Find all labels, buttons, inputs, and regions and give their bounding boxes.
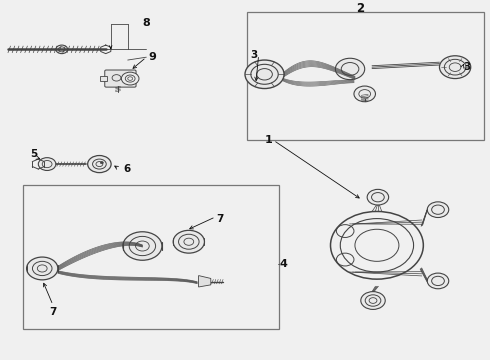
FancyBboxPatch shape — [105, 70, 136, 87]
Circle shape — [440, 56, 471, 78]
Circle shape — [245, 60, 284, 89]
Text: 4: 4 — [279, 259, 287, 269]
Text: 3: 3 — [464, 62, 471, 72]
Circle shape — [427, 273, 449, 289]
Text: 8: 8 — [143, 18, 150, 28]
Text: 2: 2 — [356, 2, 364, 15]
Text: 1: 1 — [265, 135, 272, 145]
Bar — [23, 185, 279, 329]
Circle shape — [122, 72, 139, 85]
Circle shape — [367, 189, 389, 205]
Text: 3: 3 — [250, 50, 257, 60]
Circle shape — [361, 292, 385, 310]
Text: 9: 9 — [148, 52, 156, 62]
Text: 5: 5 — [30, 149, 38, 159]
Circle shape — [173, 230, 204, 253]
Bar — [100, 76, 107, 81]
Polygon shape — [198, 276, 211, 287]
Circle shape — [38, 158, 56, 171]
Text: 6: 6 — [124, 164, 131, 174]
Bar — [247, 12, 485, 140]
Circle shape — [26, 257, 58, 280]
Circle shape — [427, 202, 449, 217]
Text: 7: 7 — [49, 307, 57, 317]
Circle shape — [100, 162, 103, 164]
Text: 7: 7 — [216, 213, 223, 224]
Circle shape — [88, 156, 111, 173]
Circle shape — [354, 86, 375, 102]
Circle shape — [335, 58, 365, 80]
Circle shape — [123, 232, 162, 260]
